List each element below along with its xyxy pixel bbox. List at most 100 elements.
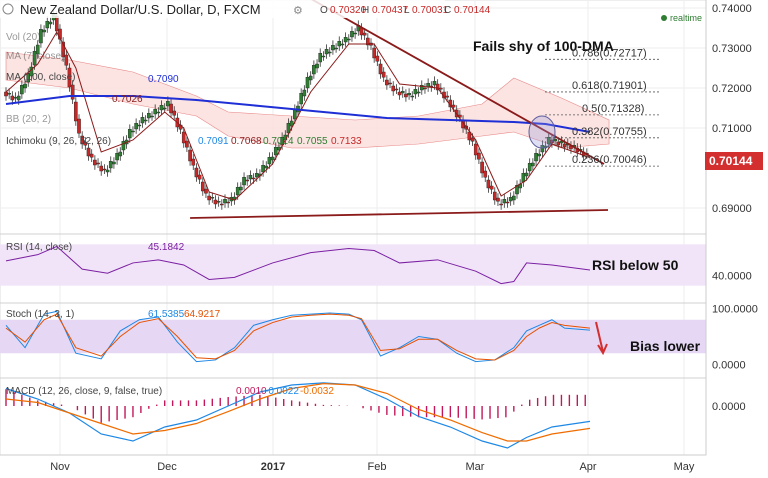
candle-body [540,144,545,153]
candle-body [169,103,173,114]
rsi-label[interactable]: RSI (14, close) [6,242,72,253]
y-tick-label: 0.73000 [712,43,752,55]
candle-body [534,152,538,162]
arrow-down-icon [595,321,608,356]
candle-body [181,131,186,144]
candle-body [248,174,253,180]
legend-vol[interactable]: Vol (20) [6,32,40,43]
price-tag-value: 0.70144 [709,154,753,168]
candle-body [191,158,196,166]
ichimoku-value-5: 0.7133 [331,136,362,147]
candle-body [197,174,202,180]
candle-body [337,41,342,47]
candle-body [150,115,154,118]
candle-body [131,130,135,133]
candle-body [115,152,119,161]
candle-body [515,184,519,195]
ichimoku-value-1: 0.7091 [198,136,229,147]
legend-bb[interactable]: BB (20, 2) [6,114,51,125]
candle-body [496,197,500,202]
fib-label: 0.382(0.70755) [572,126,647,138]
candle-body [64,54,69,66]
candle-body [435,83,440,91]
candle-body [42,29,46,33]
legend-ichimoku[interactable]: Ichimoku (9, 26, 52, 26) [6,136,111,147]
fib-label: 0.786(0.72717) [572,47,647,59]
legend-ma100[interactable]: MA (100, close) [6,72,75,83]
ichimoku-value-3: 0.7014 [263,136,294,147]
candle-body [10,95,15,101]
candle-body [505,201,510,204]
candle-body [302,89,307,97]
candle-body [172,110,177,116]
candle-body [486,179,491,189]
candle-body [353,32,357,35]
header: New Zealand Dollar/U.S. Dollar, D, FXCM … [0,0,702,23]
candle-body [273,146,278,156]
collapse-icon[interactable] [2,3,14,15]
ohlc-c-label: C [444,5,451,16]
macd-y-tick: 0.0000 [712,401,746,413]
candle-body [89,153,94,158]
candle-body [48,21,53,25]
settings-icon[interactable]: ⚙ [293,4,303,17]
macd-label[interactable]: MACD (12, 26, close, 9, false, true) [6,386,162,397]
candle-body [407,92,411,96]
y-tick-label: 0.69000 [712,203,752,215]
candle-body [346,38,351,41]
rsi-line [5,245,591,285]
candle-body [153,108,157,115]
candle-body [210,196,215,199]
candle-body [16,95,21,101]
candle-body [147,112,151,119]
candle-body [194,167,199,178]
x-tick-label: Feb [368,461,387,473]
annotation-rsi: RSI below 50 [592,257,679,273]
candle-body [223,198,227,204]
candle-body [39,29,43,44]
candle-body [524,172,529,177]
candle-body [350,31,354,38]
candle-body [166,100,170,107]
candle-body [331,45,335,51]
rsi-y-tick: 40.0000 [712,270,752,282]
candle-body [502,198,507,204]
candle-body [480,161,484,174]
ichimoku-value-2: 0.7068 [231,136,262,147]
indicator-legend: Vol (20) MA (7, close) MA (100, close) 0… [6,32,362,147]
stoch-y-tick: 0.0000 [712,359,746,371]
candle-body [477,152,481,160]
macd-value-3: -0.0032 [300,386,334,397]
candle-body [432,80,437,86]
ichimoku-cloud [5,51,610,149]
candle-body [362,32,367,36]
stoch-label[interactable]: Stoch (14, 3, 1) [6,309,74,320]
annotation-stoch: Bias lower [630,338,701,354]
candle-body [264,165,269,169]
candle-body [559,140,564,144]
candle-body [324,49,329,55]
y-tick-label: 0.72000 [712,83,752,95]
y-tick-label: 0.74000 [712,3,752,15]
candle-body [375,55,380,62]
candle-body [492,191,497,201]
candle-body [293,108,297,120]
candle-body [254,172,259,178]
candle-body [108,160,113,169]
candle-body [23,83,27,89]
stoch-y-tick: 100.0000 [712,304,758,316]
candle-body [267,156,272,165]
candle-body [404,93,408,98]
candle-body [162,107,167,110]
x-tick-label: 2017 [261,461,285,473]
legend-ma7-value: 0.7026 [112,94,143,105]
candle-body [359,27,364,36]
candle-body [4,91,8,97]
candle-body [156,111,161,114]
realtime-label: realtime [670,13,702,23]
candle-body [531,162,535,167]
candle-body [508,196,513,202]
legend-ma7[interactable]: MA (7, close) [6,51,64,62]
